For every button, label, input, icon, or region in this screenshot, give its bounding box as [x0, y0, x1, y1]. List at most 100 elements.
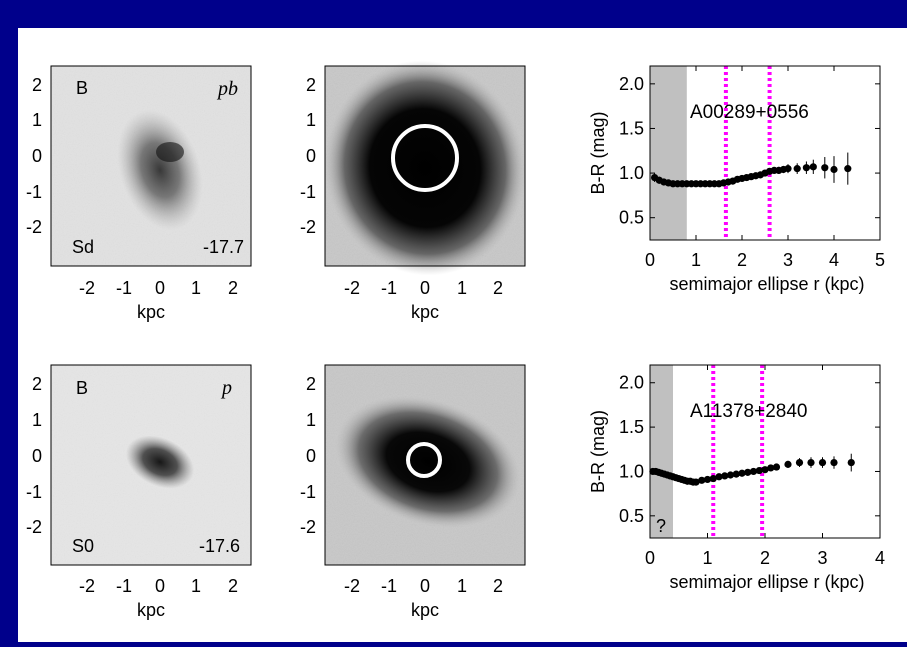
data-point — [721, 472, 729, 480]
y-tick-label: -2 — [26, 217, 42, 237]
data-point — [847, 458, 855, 467]
x-tick-label: -2 — [79, 576, 95, 596]
masked-region — [650, 66, 687, 240]
galaxy-image-2 — [125, 435, 195, 489]
y-tick-label: 2 — [32, 374, 42, 394]
data-point — [709, 474, 717, 483]
y-tick-label: 2.0 — [619, 74, 644, 94]
data-point — [784, 165, 792, 173]
y-tick-label: 1.5 — [619, 417, 644, 437]
galaxy-id-label: A11378+2840 — [690, 401, 807, 422]
galaxy-halo-2 — [335, 396, 521, 528]
x-tick-label: 1 — [691, 250, 701, 270]
x-tick-label: 0 — [645, 250, 655, 270]
galaxy-halo-1 — [324, 60, 526, 276]
x-tick-label: 2 — [228, 278, 238, 298]
y-tick-label: 0 — [306, 446, 316, 466]
x-tick-label: -2 — [344, 278, 360, 298]
y-axis-label: B-R (mag) — [588, 410, 608, 493]
y-tick-label: -2 — [26, 517, 42, 537]
x-tick-label: 5 — [875, 250, 885, 270]
y-axis-label: B-R (mag) — [588, 111, 608, 194]
y-tick-label: 2 — [306, 75, 316, 95]
magnitude-2: -17.6 — [199, 536, 240, 556]
x-tick-label: -1 — [116, 576, 132, 596]
x-tick-label: -1 — [116, 278, 132, 298]
plot-frame — [649, 65, 881, 241]
data-point — [726, 471, 735, 479]
code-label-1: pb — [216, 78, 238, 100]
x-tick-label: 0 — [155, 576, 165, 596]
band-label-1: B — [76, 78, 88, 98]
data-point — [821, 164, 829, 172]
x-tick-label: 0 — [420, 576, 430, 596]
y-tick-label: 1.0 — [619, 461, 644, 481]
x-axis-label: kpc — [137, 600, 165, 620]
data-point — [844, 165, 852, 173]
data-point — [809, 163, 817, 171]
data-point — [692, 478, 700, 486]
data-point — [761, 466, 769, 474]
y-tick-label: -1 — [26, 482, 42, 502]
data-point — [744, 468, 752, 476]
y-tick-label: 0.5 — [619, 208, 644, 228]
x-tick-label: 2 — [737, 250, 747, 270]
x-tick-label: 2 — [493, 278, 503, 298]
x-tick-label: 3 — [817, 548, 827, 568]
masked-region-label: ? — [656, 516, 666, 536]
x-axis-label: kpc — [411, 302, 439, 322]
x-tick-label: 1 — [191, 278, 201, 298]
x-axis-label: semimajor ellipse r (kpc) — [669, 572, 864, 592]
data-point — [703, 475, 712, 484]
x-tick-label: 4 — [875, 548, 885, 568]
data-point — [715, 473, 723, 481]
y-tick-label: 2 — [306, 374, 316, 394]
x-tick-label: 1 — [702, 548, 712, 568]
y-tick-label: 1 — [306, 410, 316, 430]
x-tick-label: 2 — [493, 576, 503, 596]
color-profile-plot-2: ? 0.5 1.0 1.5 2.0 0 1 2 3 4 semimajor ellipse r (k… — [588, 364, 885, 592]
x-tick-label: 3 — [783, 250, 793, 270]
band-label-2: B — [76, 378, 88, 398]
data-point — [698, 476, 706, 484]
x-tick-label: 2 — [760, 548, 770, 568]
y-tick-label: 1 — [32, 410, 42, 430]
b-band-image-panel-2 — [50, 364, 252, 566]
y-tick-label: 1.0 — [619, 163, 644, 183]
x-tick-label: 0 — [420, 278, 430, 298]
data-point — [802, 164, 811, 172]
x-tick-label: -1 — [381, 278, 397, 298]
data-point — [807, 458, 815, 467]
y-tick-label: 0 — [306, 146, 316, 166]
ellipse-aperture-ring-2 — [406, 442, 442, 478]
y-tick-label: 2 — [32, 75, 42, 95]
x-axis-label: semimajor ellipse r (kpc) — [669, 274, 864, 294]
code-label-2: p — [220, 377, 232, 399]
magnitude-1: -17.7 — [203, 237, 244, 257]
x-tick-label: -2 — [79, 278, 95, 298]
data-point — [818, 458, 827, 467]
morph-type-1: Sd — [72, 237, 94, 257]
data-point — [772, 463, 781, 471]
x-tick-label: -2 — [344, 576, 360, 596]
y-tick-label: 0.5 — [619, 506, 644, 526]
y-tick-label: -1 — [300, 482, 316, 502]
color-profile-plot-1: 0.5 1.0 1.5 2.0 0 1 2 3 4 5 semimajor ellipse r (k… — [588, 65, 885, 294]
galaxy-image-1 — [117, 109, 203, 231]
y-tick-label: 2.0 — [619, 373, 644, 393]
morph-type-2: S0 — [72, 536, 94, 556]
x-axis-label: kpc — [411, 600, 439, 620]
data-point — [767, 464, 775, 472]
y-tick-label: -2 — [300, 217, 316, 237]
y-tick-label: -2 — [300, 517, 316, 537]
y-tick-label: -1 — [26, 182, 42, 202]
data-point — [830, 458, 838, 467]
y-tick-label: 0 — [32, 446, 42, 466]
x-tick-label: 2 — [228, 576, 238, 596]
data-point — [830, 165, 838, 174]
x-tick-label: 1 — [457, 576, 467, 596]
data-point — [732, 470, 740, 478]
data-point — [738, 469, 746, 477]
